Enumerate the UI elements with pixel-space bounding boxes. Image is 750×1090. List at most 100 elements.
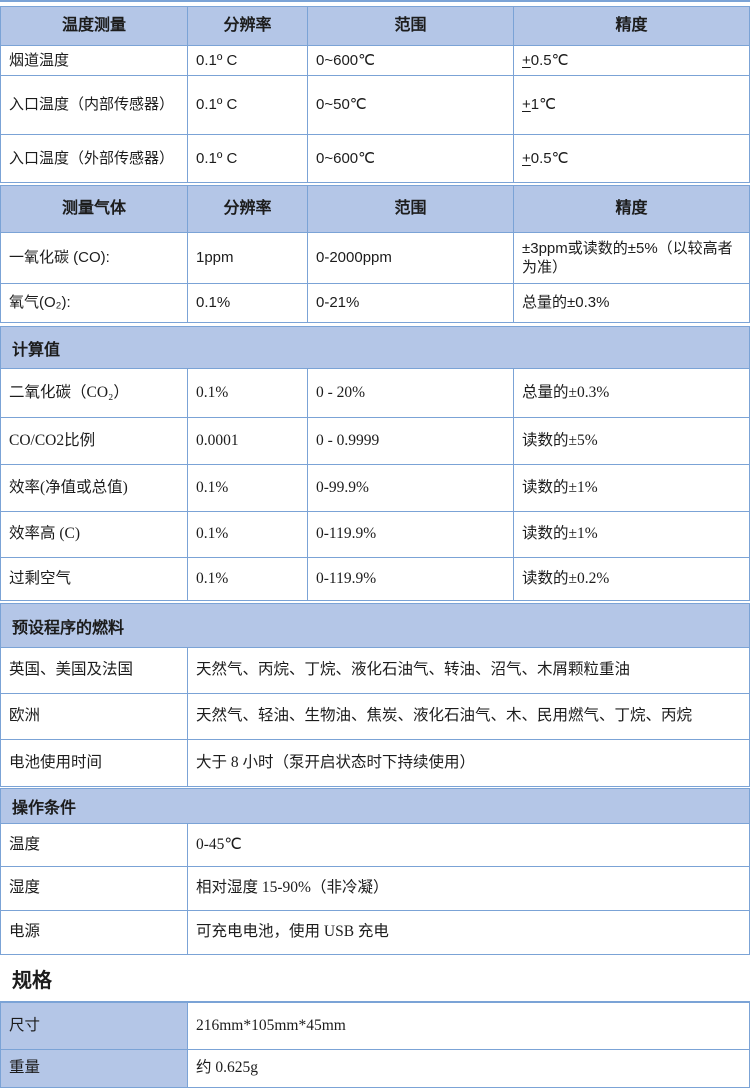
- cell-text: 0.1%: [196, 569, 229, 587]
- cell-text: 0-119.9%: [316, 569, 377, 587]
- column-header: 精度: [513, 186, 749, 232]
- header-row: 温度测量 分辨率 范围 精度: [1, 7, 749, 45]
- cell-text: 读数的±5%: [522, 431, 598, 449]
- section-band: 预设程序的燃料: [1, 604, 749, 647]
- cell-text: 重量: [9, 1059, 41, 1077]
- spec-heading: 规格: [0, 955, 750, 1001]
- column-header: 范围: [307, 186, 513, 232]
- cell-text: 氧气(O₂):: [9, 294, 71, 312]
- row-label: 电源: [1, 911, 187, 954]
- column-header: 测量气体: [1, 186, 187, 232]
- cell-text: 216mm*105mm*45mm: [196, 1016, 346, 1034]
- cell-value: +0.5℃: [513, 46, 749, 75]
- cell-value: 0.1º C: [187, 76, 307, 134]
- cell-text: 0.0001: [196, 431, 239, 449]
- cell-value: 天然气、丙烷、丁烷、液化石油气、转油、沼气、木屑颗粒重油: [187, 648, 749, 693]
- cell-text: 烟道温度: [9, 51, 70, 69]
- cell-text: 0.5℃: [530, 149, 569, 167]
- table-row: 电池使用时间 大于 8 小时（泵开启状态时下持续使用）: [1, 739, 749, 786]
- cell-text: 读数的±0.2%: [522, 569, 610, 587]
- cell-value: 0 - 0.9999: [307, 418, 513, 464]
- table-row: 尺寸 216mm*105mm*45mm: [1, 1003, 749, 1049]
- cell-value: 天然气、轻油、生物油、焦炭、液化石油气、木、民用燃气、丁烷、丙烷: [187, 694, 749, 739]
- cell-value: 0.1%: [187, 558, 307, 600]
- cell-value: 大于 8 小时（泵开启状态时下持续使用）: [187, 740, 749, 786]
- cell-text: 湿度: [9, 879, 41, 897]
- cell-value: 0 - 20%: [307, 369, 513, 417]
- column-header-label: 精度: [615, 199, 648, 217]
- section-conditions: 操作条件 温度 0-45℃ 湿度 相对湿度 15-90%（非冷凝） 电源 可充电电池，使用 …: [0, 788, 750, 955]
- column-header: 温度测量: [1, 7, 187, 45]
- row-label: 氧气(O₂):: [1, 284, 187, 322]
- column-header-label: 范围: [394, 16, 427, 34]
- section-band-title: 计算值: [12, 341, 61, 359]
- spec-heading-text: 规格: [12, 969, 52, 992]
- plus-minus-sign: +: [522, 51, 531, 69]
- cell-value: 0-21%: [307, 284, 513, 322]
- table-row: 二氧化碳（CO₂） 0.1% 0 - 20% 总量的±0.3%: [1, 368, 749, 417]
- table-row: 电源 可充电电池，使用 USB 充电: [1, 910, 749, 954]
- cell-text: 0 - 0.9999: [316, 431, 380, 449]
- row-label: 一氧化碳 (CO):: [1, 233, 187, 283]
- table-row: 效率(净值或总值) 0.1% 0-99.9% 读数的±1%: [1, 464, 749, 511]
- cell-text: 0.1%: [196, 478, 229, 496]
- column-header-label: 分辨率: [223, 199, 272, 217]
- row-label: 重量: [1, 1050, 187, 1087]
- cell-value: 0.0001: [187, 418, 307, 464]
- cell-text: 0-99.9%: [316, 478, 369, 496]
- plus-minus-sign: +: [522, 96, 531, 114]
- table-row: CO/CO2比例 0.0001 0 - 0.9999 读数的±5%: [1, 417, 749, 464]
- cell-value: 相对湿度 15-90%（非冷凝）: [187, 867, 749, 910]
- cell-value: 可充电电池，使用 USB 充电: [187, 911, 749, 954]
- cell-value: 1ppm: [187, 233, 307, 283]
- column-header-label: 范围: [394, 199, 427, 217]
- cell-value: 0-45℃: [187, 824, 749, 866]
- cell-text: 0-2000ppm: [316, 249, 392, 267]
- cell-value: 总量的±0.3%: [513, 284, 749, 322]
- cell-text: 相对湿度 15-90%（非冷凝）: [196, 879, 389, 897]
- spec-sheet: 温度测量 分辨率 范围 精度 烟道温度 0.1º C 0~600℃ +0.5℃ 入口温度（内部传…: [0, 6, 750, 1088]
- cell-value: 0.1º C: [187, 46, 307, 75]
- cell-text: 入口温度（内部传感器）: [9, 96, 175, 114]
- cell-text: 欧洲: [9, 707, 41, 725]
- section-fuels: 预设程序的燃料 英国、美国及法国 天然气、丙烷、丁烷、液化石油气、转油、沼气、木屑颗…: [0, 603, 750, 787]
- row-label: 过剩空气: [1, 558, 187, 600]
- table-row: 重量 约 0.625g: [1, 1049, 749, 1087]
- cell-text: 可充电电池，使用 USB 充电: [196, 923, 389, 941]
- column-header-label: 精度: [615, 16, 648, 34]
- cell-value: 0.1%: [187, 512, 307, 557]
- row-label: 欧洲: [1, 694, 187, 739]
- cell-text: 0-45℃: [196, 835, 242, 853]
- cell-text: 过剩空气: [9, 569, 72, 587]
- cell-text: 效率高 (C): [9, 525, 81, 543]
- cell-value: 0-99.9%: [307, 465, 513, 511]
- cell-value: 0-119.9%: [307, 512, 513, 557]
- cell-value: 0.1%: [187, 465, 307, 511]
- section-band: 操作条件: [1, 789, 749, 823]
- row-label: 效率高 (C): [1, 512, 187, 557]
- row-label: 入口温度（内部传感器）: [1, 76, 187, 134]
- cell-text: 尺寸: [9, 1016, 41, 1034]
- cell-value: 0-2000ppm: [307, 233, 513, 283]
- row-label: 英国、美国及法国: [1, 648, 187, 693]
- cell-text: 大于 8 小时（泵开启状态时下持续使用）: [196, 753, 476, 771]
- top-divider: [0, 0, 750, 2]
- cell-text: 1℃: [530, 96, 556, 114]
- cell-text: 天然气、丙烷、丁烷、液化石油气、转油、沼气、木屑颗粒重油: [196, 661, 631, 679]
- cell-text: 总量的±0.3%: [522, 294, 610, 312]
- cell-text: 0.1º C: [196, 51, 238, 69]
- column-header-label: 温度测量: [61, 16, 126, 34]
- cell-text: 0.1%: [196, 383, 229, 401]
- cell-value: 0.1%: [187, 284, 307, 322]
- column-header: 分辨率: [187, 7, 307, 45]
- table-row: 效率高 (C) 0.1% 0-119.9% 读数的±1%: [1, 511, 749, 557]
- cell-value: 0~50℃: [307, 76, 513, 134]
- cell-text: 读数的±1%: [522, 525, 598, 543]
- table-row: 氧气(O₂): 0.1% 0-21% 总量的±0.3%: [1, 283, 749, 322]
- table-row: 入口温度（外部传感器） 0.1º C 0~600℃ +0.5℃: [1, 134, 749, 182]
- cell-text: 0~600℃: [316, 51, 375, 69]
- cell-value: 0~600℃: [307, 135, 513, 182]
- cell-value: 读数的±1%: [513, 512, 749, 557]
- row-label: 温度: [1, 824, 187, 866]
- plus-minus-sign: +: [522, 149, 531, 167]
